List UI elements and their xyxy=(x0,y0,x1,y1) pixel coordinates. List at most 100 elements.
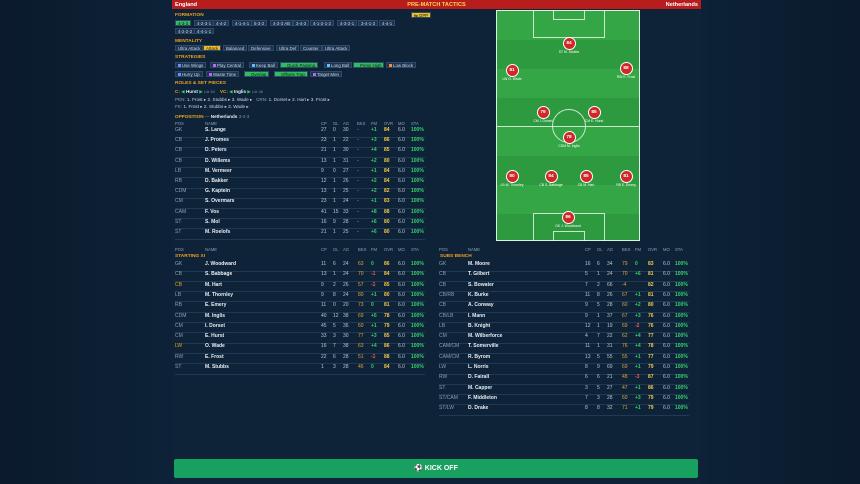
player-row[interactable]: CB M. Hart 9 2 26 57 -1 85 6.0 100% xyxy=(175,282,435,292)
column-header-pos[interactable]: POS xyxy=(175,121,184,126)
column-header-fm[interactable]: FM xyxy=(635,247,642,252)
player-token[interactable]: 80 xyxy=(505,169,519,183)
player-row[interactable]: ST/CAM F. Middleton 7 3 28 60 +3 79 6.0 100% xyxy=(439,395,699,405)
column-header-ag[interactable]: AG xyxy=(343,121,350,126)
player-row[interactable]: CM E. Hurst 33 3 30 77 +3 85 6.0 100% xyxy=(175,333,435,343)
player-row[interactable]: ST/LW D. Drake 8 8 32 71 +1 79 6.0 100% xyxy=(439,405,699,415)
player-row[interactable]: GK S. Lange 27 0 30 - +1 84 6.0 100% xyxy=(175,127,435,137)
strategy-option-6[interactable]: Low Block xyxy=(386,62,417,68)
column-header-pos[interactable]: POS xyxy=(175,247,184,252)
formation-option-2[interactable]: 4-4-2 xyxy=(213,20,230,26)
player-row[interactable]: CB D. Peters 21 1 30 - +4 85 6.0 100% xyxy=(175,147,435,157)
player-row[interactable]: CB J. Promes 23 1 22 - +3 86 6.0 100% xyxy=(175,137,435,147)
player-row[interactable]: ST M. Stubbs 1 3 28 46 0 84 6.0 100% xyxy=(175,364,435,374)
mentality-option-1[interactable]: Attack xyxy=(203,45,222,51)
formation-option-8[interactable]: 4-3-2-1 xyxy=(337,20,358,26)
strategy-option-5[interactable]: Press High xyxy=(353,62,385,68)
column-header-gl[interactable]: GL xyxy=(597,247,603,252)
player-row[interactable]: LW O. Wade 16 7 38 63 +4 86 6.0 100% xyxy=(175,343,435,353)
column-header-name[interactable]: NAME xyxy=(468,247,481,252)
player-row[interactable]: CM M. Wilberforce 4 7 22 62 +4 77 6.0 100% xyxy=(439,333,699,343)
player-token[interactable]: 85 xyxy=(579,169,593,183)
strategy-option-7[interactable]: Hurry Up xyxy=(175,71,203,77)
opp-formation-button[interactable]: ⇆ OPP xyxy=(411,12,432,18)
freekick-takers-row[interactable]: FK: 1. Frost ▸ 2. Stubbs ▸ 3. Wade ▸ xyxy=(175,104,249,109)
formation-option-1[interactable]: 4-2-3-1 xyxy=(194,20,215,26)
strategy-option-3[interactable]: Quick Passing xyxy=(280,62,319,68)
player-row[interactable]: GK J. Woodward 11 6 24 63 0 86 6.0 100% xyxy=(175,261,435,271)
player-row[interactable]: CDM G. Kaptein 13 1 25 - +2 82 6.0 100% xyxy=(175,188,435,198)
column-header-ovr[interactable]: OVR xyxy=(648,247,658,252)
player-row[interactable]: RB D. Bakker 12 1 26 - +2 84 6.0 100% xyxy=(175,178,435,188)
kick-off-button[interactable]: ⚽ KICK OFF xyxy=(174,459,698,478)
player-row[interactable]: CB S. Babbage 13 1 24 70 -1 84 6.0 100% xyxy=(175,271,435,281)
player-row[interactable]: LB M. Thornley 9 8 24 80 +1 80 6.0 100% xyxy=(175,292,435,302)
column-header-cp[interactable]: CP xyxy=(321,121,327,126)
player-row[interactable]: GK M. Moore 16 6 34 79 0 83 6.0 100% xyxy=(439,261,699,271)
column-header-cp[interactable]: CP xyxy=(321,247,327,252)
column-header-ovr[interactable]: OVR xyxy=(384,247,394,252)
strategy-option-2[interactable]: Keep Ball xyxy=(249,62,278,68)
column-header-name[interactable]: NAME xyxy=(205,247,218,252)
formation-option-9[interactable]: 3-4-1-2 xyxy=(358,20,379,26)
mentality-option-3[interactable]: Defensive xyxy=(248,45,274,51)
column-header-bks[interactable]: BKS xyxy=(358,247,367,252)
mentality-option-5[interactable]: Counter xyxy=(300,45,322,51)
player-token[interactable]: 85 xyxy=(587,105,601,119)
strategy-option-1[interactable]: Play Central xyxy=(210,62,244,68)
player-row[interactable]: CAM/CM T. Somerville 11 1 31 76 +4 78 6.0 100% xyxy=(439,343,699,353)
column-header-bks[interactable]: BKS xyxy=(622,247,631,252)
player-row[interactable]: CM S. Overmars 23 1 24 - +1 83 6.0 100% xyxy=(175,198,435,208)
strategy-option-11[interactable]: Target Men xyxy=(310,71,342,77)
player-row[interactable]: LB M. Vermeer 9 0 27 - +1 84 6.0 100% xyxy=(175,168,435,178)
player-row[interactable]: CB A. Conway 9 5 28 60 +2 80 6.0 100% xyxy=(439,302,699,312)
player-token[interactable]: 84 xyxy=(544,169,558,183)
player-row[interactable]: CB T. Gilbert 5 1 24 70 +6 81 6.0 100% xyxy=(439,271,699,281)
strategy-option-8[interactable]: Waste Time xyxy=(206,71,240,77)
column-header-sta[interactable]: STA xyxy=(411,247,419,252)
column-header-ovr[interactable]: OVR xyxy=(384,121,394,126)
player-row[interactable]: RB E. Emery 11 0 20 73 0 81 6.0 100% xyxy=(175,302,435,312)
column-header-bks[interactable]: BKS xyxy=(357,121,366,126)
column-header-mo[interactable]: MO xyxy=(398,121,405,126)
captain-row[interactable]: C: ◀ Hurst ▶ Ldr 63 VC: ◀ Inglis ▶ Ldr 4… xyxy=(175,89,263,95)
column-header-pos[interactable]: POS xyxy=(439,247,448,252)
player-row[interactable]: CB/RB K. Burke 11 8 26 67 +1 81 6.0 100% xyxy=(439,292,699,302)
formation-option-3[interactable]: 4-1-4-1 xyxy=(232,20,253,26)
column-header-cp[interactable]: CP xyxy=(585,247,591,252)
player-row[interactable]: CM I. Dorset 45 5 36 60 +1 79 6.0 100% xyxy=(175,323,435,333)
player-row[interactable]: CAM F. Vos 41 15 33 - +8 88 6.0 100% xyxy=(175,209,435,219)
strategy-option-9[interactable]: Overlap xyxy=(244,71,270,77)
player-row[interactable]: CB/LB I. Mann 9 1 37 67 +3 76 6.0 100% xyxy=(439,313,699,323)
player-row[interactable]: CAM/CM R. Byrom 13 5 55 55 +1 77 6.0 100% xyxy=(439,354,699,364)
player-token[interactable]: 86 xyxy=(561,210,575,224)
player-row[interactable]: CB S. Bowater 7 2 66 -4 82 6.0 100% xyxy=(439,282,699,292)
player-token[interactable]: 81 xyxy=(619,169,633,183)
player-token[interactable]: 79 xyxy=(536,105,550,119)
formation-option-11[interactable]: 4-2-2-2 xyxy=(175,28,196,34)
mentality-option-0[interactable]: Ultra Attack xyxy=(175,45,204,51)
column-header-ag[interactable]: AG xyxy=(607,247,614,252)
strategy-option-4[interactable]: Long Ball xyxy=(324,62,353,68)
formation-option-10[interactable]: 4-4-1 xyxy=(379,20,396,26)
penalty-takers-row[interactable]: PEN: 1. Frost ▸ 2. Stubbs ▸ 3. Wade ▸ CR… xyxy=(175,97,330,102)
column-header-gl[interactable]: GL xyxy=(333,121,339,126)
mentality-option-6[interactable]: Ultra Attack xyxy=(322,45,351,51)
player-row[interactable]: RW E. Frost 22 6 28 51 -1 88 6.0 100% xyxy=(175,354,435,364)
mentality-option-4[interactable]: Ultra Def xyxy=(276,45,300,51)
formation-option-0[interactable]: 4-3-3 xyxy=(175,20,192,26)
column-header-fm[interactable]: FM xyxy=(371,247,378,252)
player-token[interactable]: 88 xyxy=(619,61,633,75)
formation-option-6[interactable]: 3-4-3 xyxy=(293,20,310,26)
formation-option-4[interactable]: 5-3-2 xyxy=(251,20,268,26)
player-token[interactable]: 78 xyxy=(562,130,576,144)
column-header-ag[interactable]: AG xyxy=(343,247,350,252)
mentality-option-2[interactable]: Balanced xyxy=(223,45,248,51)
strategy-option-10[interactable]: Offsets Trap xyxy=(274,71,308,77)
column-header-sta[interactable]: STA xyxy=(675,247,683,252)
player-row[interactable]: ST S. Mol 16 9 28 - +6 80 6.0 100% xyxy=(175,219,435,229)
column-header-fm[interactable]: FM xyxy=(371,121,378,126)
column-header-mo[interactable]: MO xyxy=(663,247,670,252)
formation-option-12[interactable]: 4-4-1-1 xyxy=(194,28,215,34)
column-header-gl[interactable]: GL xyxy=(333,247,339,252)
